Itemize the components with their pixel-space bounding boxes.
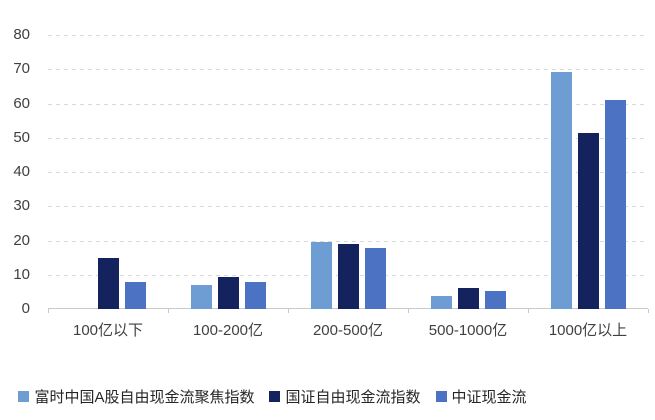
y-tick-label: 40 [13,163,30,180]
bar-series-1 [97,258,119,309]
x-axis-tick [288,309,289,313]
x-axis-tick [168,309,169,313]
x-category-label: 100亿以下 [72,322,144,339]
legend-swatch-icon [269,391,281,402]
bar-groups [48,35,648,309]
gridline [48,35,648,36]
bar-group [528,35,648,309]
legend-item-2: 中证现金流 [435,386,527,407]
gridline [48,206,648,208]
bar-series-2 [364,248,386,309]
y-tick-label: 0 [21,300,30,317]
bar-series-0 [190,285,212,309]
bar-series-0 [430,296,452,309]
gridline [48,240,648,242]
x-axis-tick [648,309,649,313]
gridline [48,137,648,139]
y-axis-labels: 0 10 20 30 40 50 60 70 80 [0,26,48,317]
y-tick-label: 70 [13,60,30,78]
legend-swatch-icon [18,391,30,402]
bar-series-1 [337,244,359,309]
legend-label: 富时中国A股自由现金流聚焦指数 [34,389,255,406]
legend-swatch-icon [435,391,447,402]
bar-series-2 [484,291,506,309]
x-axis-labels: 100亿以下 100-200亿 200-500亿 500-1000亿 1000亿以上 [48,313,648,340]
bar-series-2 [604,100,626,309]
bar-series-0 [550,72,572,309]
x-axis-tick [408,309,409,313]
legend: 富时中国A股自由现金流聚焦指数 国证自由现金流指数 中证现金流 [0,386,655,407]
y-tick-label: 50 [13,128,30,146]
x-category-label: 1000亿以上 [548,322,628,339]
y-tick-label: 60 [13,94,30,112]
y-tick-label: 30 [13,197,30,215]
bar-group [408,35,528,309]
legend-label: 中证现金流 [451,389,527,406]
x-category-label: 500-1000亿 [428,322,508,339]
legend-item-0: 富时中国A股自由现金流聚焦指数 [18,386,254,407]
bar-series-2 [124,282,146,309]
bar-series-1 [457,288,479,309]
gridline [48,103,648,105]
bar-group [168,35,288,309]
y-tick-label: 80 [13,26,30,43]
legend-label: 国证自由现金流指数 [285,389,421,406]
bar-series-2 [244,282,266,309]
bar-series-1 [577,133,599,309]
bar-group [48,35,168,309]
chart-plot-row: 0 10 20 30 40 50 60 70 80 [0,26,648,317]
gridline [48,172,648,173]
x-axis-tick-row [48,309,649,313]
legend-item-1: 国证自由现金流指数 [269,386,421,407]
y-tick-label: 10 [13,265,30,283]
x-axis-tick [528,309,529,313]
plot-area [48,35,648,309]
x-category-label: 200-500亿 [312,322,384,339]
bar-series-0 [310,242,332,309]
bar-group [288,35,408,309]
gridline [48,69,648,71]
x-category-label: 100-200亿 [192,322,264,339]
bar-series-1 [217,277,239,309]
x-axis-tick [48,309,49,313]
y-tick-label: 20 [13,231,30,249]
